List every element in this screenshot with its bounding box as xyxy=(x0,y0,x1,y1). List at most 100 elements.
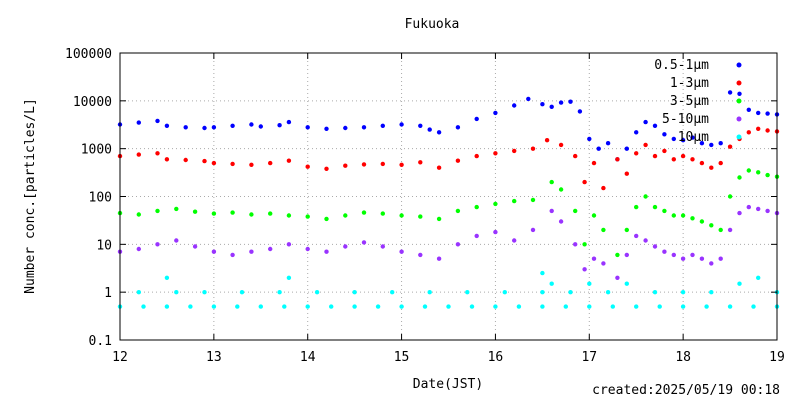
data-point xyxy=(436,130,442,135)
legend-label: 5-10μm xyxy=(662,112,709,127)
data-point xyxy=(737,281,742,286)
data-point xyxy=(343,163,348,168)
data-point xyxy=(361,125,367,130)
series-1 xyxy=(117,126,780,191)
data-point xyxy=(305,304,310,309)
data-point xyxy=(361,210,367,215)
data-point xyxy=(699,219,705,224)
data-point xyxy=(136,212,141,217)
data-point xyxy=(624,252,629,258)
data-point xyxy=(587,136,592,142)
data-point xyxy=(643,142,648,148)
data-point xyxy=(155,242,160,247)
x-tick-label: 18 xyxy=(675,350,691,365)
data-point xyxy=(239,290,245,295)
legend-label: 10μm xyxy=(678,130,709,145)
data-point xyxy=(582,242,587,247)
legend: 0.5-1μm 1-3μm 3-5μm 5-10μm 10μm xyxy=(654,58,742,145)
data-point xyxy=(493,110,498,116)
data-point xyxy=(746,204,751,210)
data-point xyxy=(624,281,629,286)
data-point xyxy=(699,141,705,146)
data-point xyxy=(680,304,686,309)
data-point xyxy=(709,142,714,148)
data-point xyxy=(652,290,658,295)
data-point xyxy=(155,151,160,156)
legend-marker xyxy=(736,98,742,104)
data-point xyxy=(324,166,329,171)
data-point xyxy=(436,256,442,261)
data-point xyxy=(727,194,733,199)
data-point xyxy=(605,290,611,295)
data-point xyxy=(399,122,404,127)
data-point xyxy=(540,304,545,309)
data-point xyxy=(558,142,564,148)
data-point xyxy=(652,123,658,128)
data-point xyxy=(530,146,536,151)
data-point xyxy=(493,229,498,235)
data-point xyxy=(605,141,611,146)
legend-label: 3-5μm xyxy=(670,94,709,109)
data-point xyxy=(549,281,554,286)
data-point xyxy=(690,252,695,258)
data-point xyxy=(671,213,676,218)
data-point xyxy=(624,171,629,176)
data-point xyxy=(268,160,273,166)
data-point xyxy=(474,153,479,159)
data-point xyxy=(343,125,348,131)
data-point xyxy=(699,256,705,261)
data-point xyxy=(652,244,658,249)
data-point xyxy=(709,290,714,295)
x-tick-label: 19 xyxy=(769,350,785,365)
data-point xyxy=(141,304,146,309)
data-point xyxy=(343,213,348,218)
data-point xyxy=(446,304,451,309)
data-point xyxy=(305,246,310,252)
data-point xyxy=(727,144,733,149)
x-tick-label: 12 xyxy=(112,350,128,365)
data-point xyxy=(455,242,461,247)
data-point xyxy=(380,244,385,249)
series-3 xyxy=(117,204,780,280)
data-point xyxy=(211,249,217,254)
axis-ticks: 12 13 14 15 16 17 18 19 0.1 1 10 100 1000 10000 100000 xyxy=(65,47,785,365)
data-point xyxy=(174,238,179,243)
data-point xyxy=(765,128,770,133)
data-point xyxy=(601,227,606,233)
data-point xyxy=(573,242,578,247)
data-point xyxy=(582,267,587,272)
data-point xyxy=(643,194,648,199)
data-point xyxy=(756,170,761,175)
y-tick-label: 100000 xyxy=(65,47,112,62)
series-2 xyxy=(117,168,780,258)
data-point xyxy=(544,138,550,143)
y-tick-label: 10 xyxy=(96,238,112,253)
data-point xyxy=(286,119,292,125)
data-point xyxy=(352,304,357,309)
data-point xyxy=(718,160,723,166)
data-point xyxy=(512,148,517,154)
legend-label: 1-3μm xyxy=(670,76,709,91)
data-point xyxy=(390,290,395,295)
data-point xyxy=(727,304,733,309)
data-point xyxy=(573,153,578,159)
data-point xyxy=(375,304,381,309)
data-point xyxy=(591,256,597,261)
data-point xyxy=(746,107,751,113)
data-point xyxy=(192,244,198,249)
data-point xyxy=(277,123,282,128)
data-point xyxy=(192,209,198,214)
data-point xyxy=(427,290,432,295)
data-point xyxy=(493,304,498,309)
data-point xyxy=(662,208,667,214)
data-point xyxy=(258,124,263,129)
data-point xyxy=(596,146,601,151)
data-point xyxy=(164,157,170,162)
data-point xyxy=(737,210,742,216)
data-point xyxy=(662,148,667,154)
data-point xyxy=(324,216,329,222)
series-0 xyxy=(117,90,780,162)
y-tick-label: 100 xyxy=(89,191,112,206)
data-point xyxy=(601,261,606,266)
data-point xyxy=(361,240,367,245)
